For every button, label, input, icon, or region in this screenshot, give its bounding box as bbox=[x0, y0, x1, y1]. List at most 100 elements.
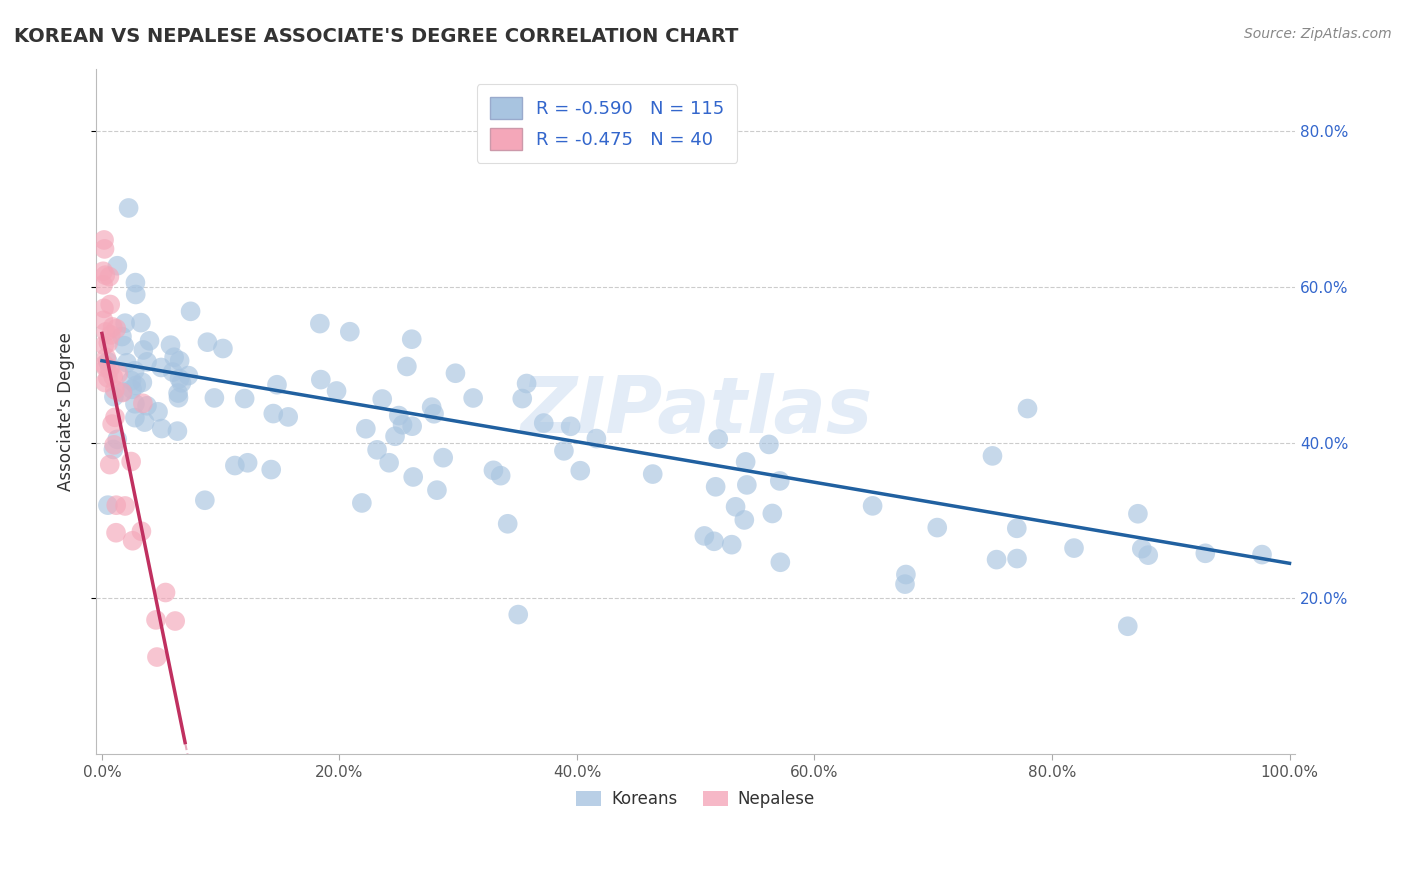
Point bbox=[233, 392, 256, 406]
Point bbox=[105, 433, 128, 447]
Point bbox=[482, 463, 505, 477]
Point bbox=[103, 438, 125, 452]
Point bbox=[124, 410, 146, 425]
Point bbox=[91, 264, 114, 278]
Point bbox=[124, 276, 146, 290]
Point bbox=[510, 392, 533, 406]
Point bbox=[101, 417, 124, 431]
Point bbox=[384, 429, 406, 443]
Point bbox=[125, 378, 148, 392]
Point bbox=[569, 464, 592, 478]
Point bbox=[97, 335, 120, 350]
Point bbox=[339, 325, 361, 339]
Point bbox=[105, 525, 128, 540]
Point bbox=[101, 320, 124, 334]
Point bbox=[107, 367, 129, 381]
Point bbox=[111, 329, 134, 343]
Legend: Koreans, Nepalese: Koreans, Nepalese bbox=[569, 783, 821, 814]
Point bbox=[91, 277, 114, 292]
Point bbox=[166, 424, 188, 438]
Point bbox=[98, 269, 121, 284]
Point bbox=[111, 384, 134, 399]
Point bbox=[162, 365, 184, 379]
Point bbox=[124, 397, 146, 411]
Point bbox=[533, 416, 555, 430]
Point bbox=[98, 458, 121, 472]
Point bbox=[121, 533, 143, 548]
Point bbox=[100, 327, 122, 342]
Point bbox=[894, 567, 917, 582]
Point bbox=[103, 442, 125, 457]
Point bbox=[132, 396, 155, 410]
Point bbox=[94, 376, 117, 390]
Point bbox=[388, 409, 411, 423]
Point bbox=[120, 454, 142, 468]
Point bbox=[163, 350, 186, 364]
Text: KOREAN VS NEPALESE ASSOCIATE'S DEGREE CORRELATION CHART: KOREAN VS NEPALESE ASSOCIATE'S DEGREE CO… bbox=[14, 27, 738, 45]
Point bbox=[138, 334, 160, 348]
Point bbox=[402, 470, 425, 484]
Point bbox=[371, 392, 394, 406]
Point bbox=[1005, 521, 1028, 535]
Point bbox=[354, 422, 377, 436]
Point bbox=[735, 478, 758, 492]
Point bbox=[423, 407, 446, 421]
Point bbox=[105, 259, 128, 273]
Point bbox=[165, 614, 187, 628]
Point bbox=[1063, 541, 1085, 555]
Y-axis label: Associate's Degree: Associate's Degree bbox=[58, 332, 75, 491]
Point bbox=[121, 374, 143, 388]
Point bbox=[720, 538, 742, 552]
Point bbox=[197, 335, 219, 350]
Point bbox=[260, 462, 283, 476]
Point bbox=[146, 650, 169, 665]
Point bbox=[378, 456, 401, 470]
Point bbox=[641, 467, 664, 481]
Point bbox=[707, 432, 730, 446]
Point bbox=[150, 421, 173, 435]
Point bbox=[94, 325, 117, 339]
Point bbox=[93, 233, 115, 247]
Point bbox=[150, 360, 173, 375]
Point bbox=[761, 507, 783, 521]
Point bbox=[131, 524, 153, 539]
Point bbox=[167, 391, 190, 405]
Point bbox=[124, 364, 146, 378]
Point bbox=[391, 417, 413, 432]
Point bbox=[395, 359, 418, 374]
Point bbox=[508, 607, 530, 622]
Point bbox=[894, 577, 917, 591]
Point bbox=[105, 498, 128, 512]
Point bbox=[693, 529, 716, 543]
Point bbox=[733, 513, 755, 527]
Point bbox=[194, 493, 217, 508]
Point bbox=[104, 383, 127, 397]
Point bbox=[986, 552, 1008, 566]
Point bbox=[97, 498, 120, 512]
Point bbox=[325, 384, 347, 398]
Point bbox=[104, 410, 127, 425]
Point bbox=[585, 432, 607, 446]
Point bbox=[444, 366, 467, 380]
Point bbox=[169, 353, 191, 368]
Point bbox=[111, 385, 134, 400]
Point bbox=[262, 407, 284, 421]
Point bbox=[927, 520, 949, 534]
Point bbox=[236, 456, 259, 470]
Point bbox=[769, 474, 792, 488]
Point bbox=[1116, 619, 1139, 633]
Point bbox=[93, 242, 115, 256]
Point bbox=[703, 534, 725, 549]
Point bbox=[180, 304, 202, 318]
Point bbox=[105, 321, 128, 335]
Point bbox=[981, 449, 1004, 463]
Point bbox=[170, 376, 193, 390]
Point bbox=[420, 400, 443, 414]
Point bbox=[167, 386, 190, 401]
Point bbox=[155, 585, 177, 599]
Point bbox=[1126, 507, 1149, 521]
Point bbox=[96, 351, 118, 365]
Point bbox=[202, 391, 225, 405]
Point bbox=[463, 391, 485, 405]
Point bbox=[94, 360, 117, 375]
